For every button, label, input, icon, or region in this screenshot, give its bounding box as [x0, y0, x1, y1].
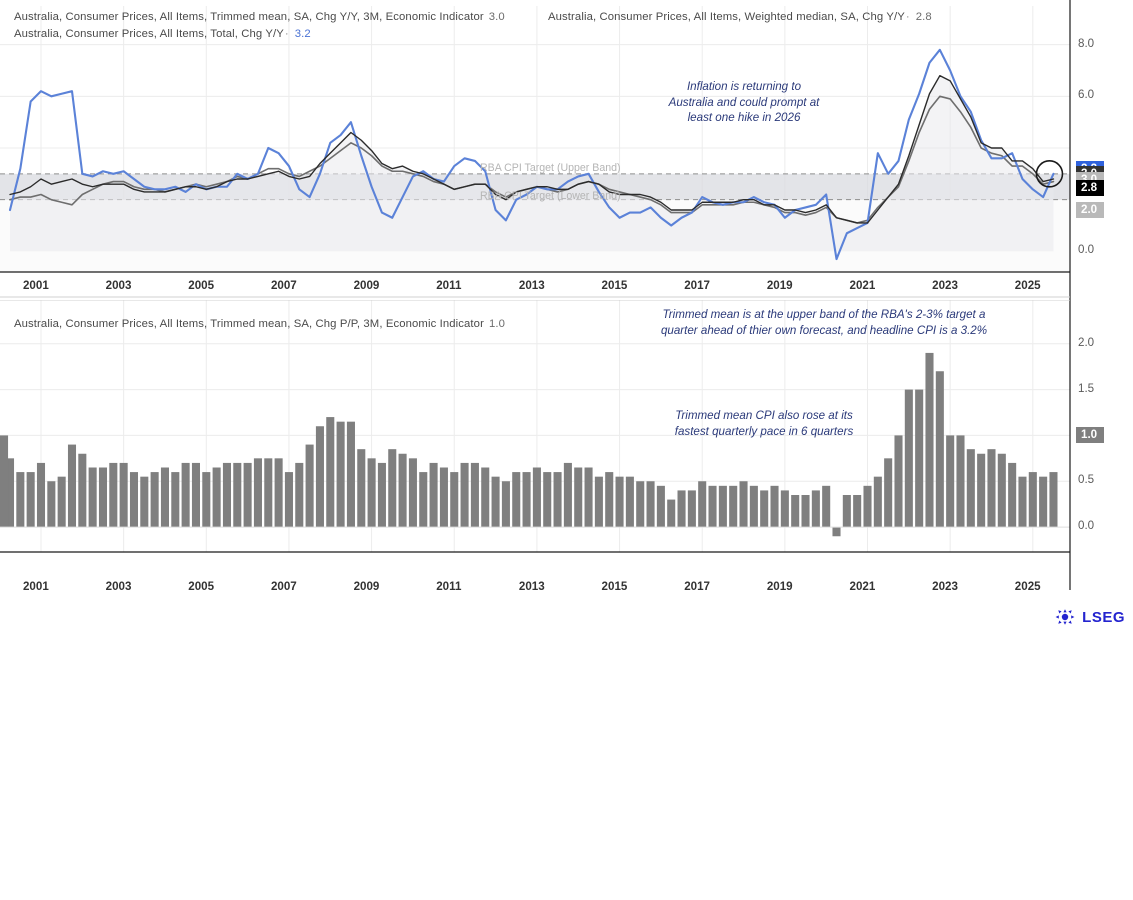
legend-item-headline-total-yoy[interactable]: Australia, Consumer Prices, All Items, T…: [14, 28, 311, 40]
x-axis-tick: 2019: [766, 580, 793, 593]
x-axis-tick: 2013: [518, 279, 545, 292]
x-axis-tick: 2011: [436, 580, 462, 593]
x-axis-tick: 2023: [932, 580, 958, 593]
x-axis-tick: 2011: [436, 279, 462, 292]
legend-item-trimmed-mean-yoy[interactable]: Australia, Consumer Prices, All Items, T…: [14, 11, 505, 23]
band-label-upper: RBA CPI Target (Upper Band): [480, 162, 621, 174]
lseg-mark-icon: [1055, 609, 1075, 625]
x-axis-tick: 2003: [105, 279, 132, 292]
x-axis-tick: 2015: [601, 279, 628, 292]
x-axis-tick: 2001: [22, 279, 49, 292]
x-axis-tick: 2005: [188, 580, 215, 593]
qoq-chart-svg: [0, 300, 1133, 632]
x-axis-tick: 2017: [684, 580, 710, 593]
y-axis-tick: 0.5: [1078, 473, 1095, 487]
annotation-fastest-quarterly-pace: Trimmed mean CPI also rose at its fastes…: [674, 409, 854, 438]
lseg-logo: LSEG: [1054, 608, 1125, 626]
x-axis-tick: 2009: [353, 279, 380, 292]
value-tag: 2.0: [1076, 201, 1104, 218]
legend-label: Australia, Consumer Prices, All Items, T…: [14, 28, 284, 40]
legend-label: Australia, Consumer Prices, All Items, T…: [14, 11, 484, 23]
y-axis-tick: 1.5: [1078, 381, 1095, 395]
x-axis-tick: 2001: [22, 580, 49, 593]
y-axis-tick: 0.0: [1078, 519, 1095, 533]
legend-item-weighted-median-yoy[interactable]: Australia, Consumer Prices, All Items, W…: [548, 11, 932, 23]
x-axis-tick: 2023: [932, 279, 958, 292]
legend-label: Australia, Consumer Prices, All Items, W…: [548, 11, 905, 23]
annotation-inflation-returning: Inflation is returning to Australia and …: [668, 80, 820, 124]
x-axis-tick: 2007: [270, 580, 297, 593]
value-tag: 1.0: [1076, 427, 1104, 444]
x-axis-tick: 2007: [270, 279, 297, 292]
x-axis-tick: 2013: [518, 580, 545, 593]
yoy-chart-svg: [0, 0, 1133, 300]
y-axis-tick: 0.0: [1078, 243, 1095, 257]
x-axis-tick: 2025: [1014, 580, 1041, 593]
x-axis-tick: 2019: [766, 279, 793, 292]
x-axis-tick: 2021: [849, 279, 876, 292]
legend-separator: ·: [905, 11, 910, 23]
y-axis-tick: 8.0: [1078, 36, 1095, 50]
x-axis-tick: 2025: [1014, 279, 1041, 292]
x-axis-tick: 2021: [849, 580, 876, 593]
legend-value: 2.8: [915, 11, 932, 23]
x-axis-tick: 2015: [601, 580, 628, 593]
x-axis-tick: 2005: [188, 279, 215, 292]
legend-separator: ·: [284, 28, 289, 40]
x-axis-tick: 2017: [684, 279, 710, 292]
legend-label: Australia, Consumer Prices, All Items, T…: [14, 318, 484, 330]
legend-value: 3.0: [488, 11, 505, 23]
lseg-wordmark: LSEG: [1082, 608, 1125, 626]
yoy-chart-panel: Australia, Consumer Prices, All Items, T…: [0, 0, 1133, 300]
legend-value: 3.2: [294, 28, 311, 40]
x-axis-tick: 2009: [353, 580, 380, 593]
y-axis-tick: 6.0: [1078, 88, 1095, 102]
annotation-trimmed-mean-upper-band: Trimmed mean is at the upper band of the…: [660, 308, 988, 337]
x-axis-tick: 2003: [105, 580, 132, 593]
value-tag: 2.8: [1076, 180, 1104, 197]
band-label-lower: RBA CPI Target (Lower Band): [480, 190, 621, 202]
qoq-chart-panel: Australia, Consumer Prices, All Items, T…: [0, 300, 1133, 900]
legend-item-trimmed-mean-qoq[interactable]: Australia, Consumer Prices, All Items, T…: [14, 318, 505, 330]
y-axis-tick: 2.0: [1078, 335, 1095, 349]
legend-value: 1.0: [488, 318, 505, 330]
